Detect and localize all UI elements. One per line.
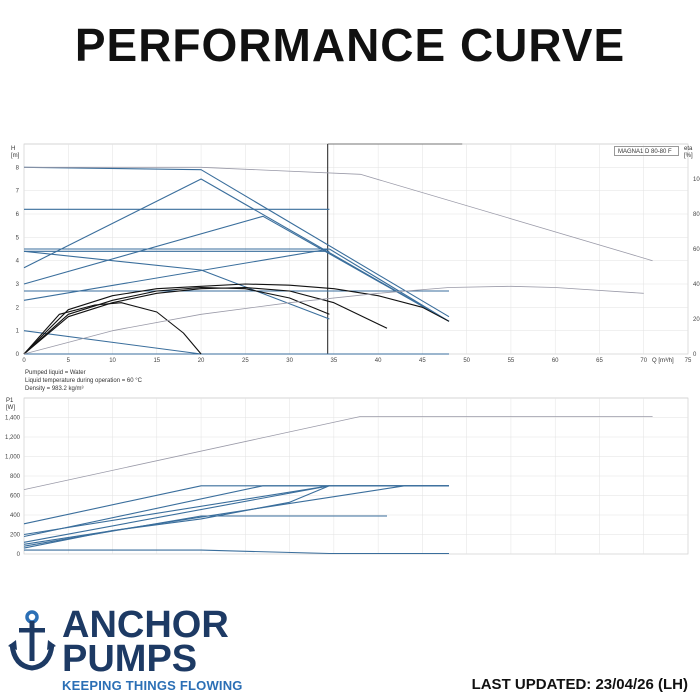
brand-name-line1: ANCHOR [62,604,229,646]
chart-1-xtick-label: 40 [375,358,382,364]
chart-2-ytick-label: 1,400 [5,416,21,422]
chart-1-series-9 [23,330,202,355]
chart-1-ytick-label: 7 [16,189,20,195]
note-density: Density = 983.2 kg/m³ [25,386,84,392]
chart-1-series-7 [23,250,330,320]
chart-1-xtick-label: 20 [198,358,205,364]
chart-2-ytick-label: 0 [17,552,21,558]
last-updated: LAST UPDATED: 23/04/26 (LH) [471,676,688,693]
chart-1-y2tick-label: 0 [693,352,697,358]
chart-2-series-5 [23,485,330,549]
chart-1-series-16 [23,285,644,355]
chart-2-ylabel-unit: [W] [6,405,15,411]
chart-2-ytick-label: 1,000 [5,455,21,461]
chart-1-y2tick-label: 80 [693,212,700,218]
chart-2-ytick-label: 800 [10,474,21,480]
chart-1-ylabel-unit: [m] [11,153,20,159]
chart-2-series-6 [23,485,330,536]
chart-1-ytick-label: 3 [16,282,20,288]
chart-1-series-11 [23,283,450,355]
chart-1-xtick-label: 65 [596,358,603,364]
chart-1-series-13 [23,286,388,355]
chart-1-ytick-label: 5 [16,235,20,241]
chart-1-xtick-label: 15 [153,358,160,364]
note-liquid-temperature: Liquid temperature during operation = 60… [25,378,142,384]
chart-1-y2tick-label: 40 [693,282,700,288]
chart-1-series-12 [23,286,330,355]
chart-2-ytick-label: 1,200 [5,435,21,441]
chart-1-y2label-unit: [%] [684,153,693,159]
chart-1-xtick-label: 10 [109,358,116,364]
chart-1-xtick-label: 5 [67,358,71,364]
note-pumped-liquid: Pumped liquid = Water [25,370,86,376]
chart-1-xtick-label: 50 [463,358,470,364]
chart-2-series-4 [23,515,387,547]
chart-2-series-8 [23,416,653,490]
chart-1-xtick-label: 30 [286,358,293,364]
chart-1-y2tick-label: 60 [693,247,700,253]
anchor-icon [8,610,56,671]
chart-1-ytick-label: 2 [16,305,20,311]
page-title: PERFORMANCE CURVE [74,19,626,71]
chart-1-xtick-label: 55 [508,358,515,364]
chart-1-xtick-label: 45 [419,358,426,364]
chart-1-ytick-label: 8 [16,165,20,171]
chart-1-series-0 [23,166,450,318]
chart-1-ytick-label: 4 [16,259,20,265]
chart-1-xtick-label: 75 [685,358,692,364]
chart-1-y2label: eta [684,146,693,152]
chart-2-ytick-label: 200 [10,533,21,539]
chart-1-series-15 [24,166,653,262]
chart-1-xtick-label: 60 [552,358,559,364]
chart-1-ytick-label: 6 [16,212,20,218]
chart-1-ytick-label: 0 [16,352,20,358]
chart-1-ytick-label: 1 [16,329,20,335]
chart-1-ylabel: H [11,146,15,152]
chart-1-xtick-label: 35 [331,358,338,364]
chart-1-series-2 [23,215,450,322]
chart-2-series-7 [24,549,449,555]
chart-1-xlabel: Q [m³/h] [652,358,674,364]
chart-2-ytick-label: 600 [10,494,21,500]
chart-1-xtick-label: 25 [242,358,249,364]
chart-1-series-14 [23,302,202,355]
chart-1-y2tick-label: 20 [693,317,700,323]
brand-name-line2: PUMPS [62,638,198,680]
model-label: MAGNA1 D 80-80 F [614,146,679,156]
chart-1-series-1 [23,178,450,322]
chart-2-series-2 [23,485,449,543]
chart-1-xtick-label: 70 [640,358,647,364]
chart-2-ylabel: P1 [6,398,14,404]
chart-1-series-6 [23,248,330,301]
chart-2-ytick-label: 400 [10,513,21,519]
brand-tagline: KEEPING THINGS FLOWING [62,678,243,693]
chart-1-xtick-label: 0 [22,358,26,364]
chart-1-y2tick-label: 100 [693,177,700,183]
